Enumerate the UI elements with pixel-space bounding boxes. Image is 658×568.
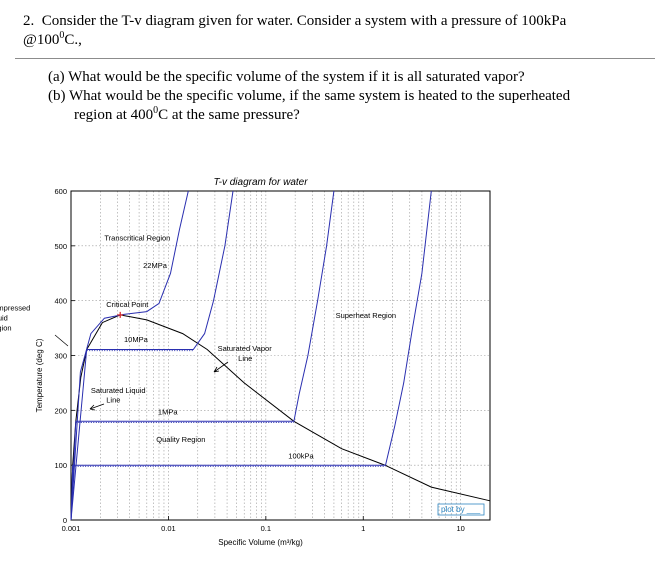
annotation-label: Line — [238, 354, 252, 363]
watermark-box — [437, 503, 485, 516]
annotation-label: Region — [0, 323, 12, 332]
annotation-label: Critical Point — [106, 300, 149, 309]
isobar-10mpa — [70, 190, 234, 521]
annotation-layer: Transcritical Region 22MPa Critical Point C… — [0, 233, 396, 460]
divider-line — [15, 58, 655, 59]
y-tick-label: 100 — [54, 461, 67, 470]
question-number: 2. — [23, 13, 35, 29]
part-b-label: (b) — [48, 88, 66, 104]
x-axis-label: Specific Volume (m³/kg) — [218, 538, 303, 547]
annotation-label: Transcritical Region — [104, 233, 170, 242]
critical-point-marker — [117, 311, 124, 318]
y-tick-label: 500 — [54, 242, 67, 251]
annotation-label: 1MPa — [158, 408, 178, 417]
annotation-label: 100kPa — [288, 452, 314, 461]
isobar-100kpa — [70, 190, 432, 521]
question-condition-unit: C., — [64, 32, 82, 48]
x-tick-label: 0.001 — [62, 524, 81, 533]
watermark: plot by ___ — [437, 503, 485, 516]
question-line-2: @1000C., — [23, 31, 653, 50]
annotation-label: Liquid — [0, 313, 8, 322]
question-line-1: 2. Consider the T-v diagram given for wa… — [23, 12, 653, 31]
arrow-compressed-liquid — [54, 334, 69, 347]
arrow-saturated-liquid — [89, 403, 105, 411]
part-b-text-3: C at the same pressure? — [158, 107, 300, 123]
annotation-label: Compressed — [0, 304, 30, 313]
part-b-text-2: region at 400 — [74, 107, 154, 123]
arrow-saturated-vapor — [213, 361, 229, 373]
annotation-label: Quality Region — [156, 435, 205, 444]
y-tick-label: 400 — [54, 297, 67, 306]
part-a-text: What would be the specific volume of the… — [68, 69, 525, 85]
annotation-label: 10MPa — [124, 335, 149, 344]
x-tick-label: 0.01 — [161, 524, 176, 533]
part-b: (b) What would be the specific volume, i… — [48, 87, 648, 106]
x-tick-label: 10 — [457, 524, 465, 533]
question-header: 2. Consider the T-v diagram given for wa… — [23, 12, 653, 50]
x-tick-label: 0.1 — [261, 524, 271, 533]
degree-sup-b: 0 — [153, 105, 159, 116]
question-text: Consider the T-v diagram given for water… — [41, 13, 567, 29]
annotation-label: 22MPa — [143, 261, 168, 270]
annotation-label: Superheat Region — [336, 311, 396, 320]
question-condition: @100 — [23, 32, 60, 48]
annotation-label: Saturated Liquid — [91, 386, 146, 395]
part-b-continued: region at 4000C at the same pressure? — [48, 106, 648, 125]
isobar-22mpa — [70, 190, 189, 521]
part-a: (a) What would be the specific volume of… — [48, 68, 648, 87]
isobar-1mpa — [70, 190, 335, 521]
y-tick-label: 300 — [54, 352, 67, 361]
part-b-text-1: What would be the specific volume, if th… — [68, 88, 571, 104]
degree-sup: 0 — [59, 30, 65, 41]
annotation-label: Line — [106, 396, 120, 405]
question-parts: (a) What would be the specific volume of… — [48, 68, 648, 125]
y-tick-label: 0 — [63, 516, 67, 525]
curve-layer — [70, 190, 491, 521]
y-tick-label: 600 — [54, 187, 67, 196]
saturation-dome-line — [70, 314, 491, 521]
part-a-label: (a) — [48, 69, 65, 85]
chart-title: T-v diagram for water — [213, 177, 308, 188]
y-tick-label: 200 — [54, 406, 67, 415]
watermark-text: plot by ___ — [441, 505, 481, 514]
annotation-label: Saturated Vapor — [218, 344, 273, 353]
x-tick-label: 1 — [361, 524, 365, 533]
y-axis-label: Temperature (deg C) — [35, 338, 44, 412]
